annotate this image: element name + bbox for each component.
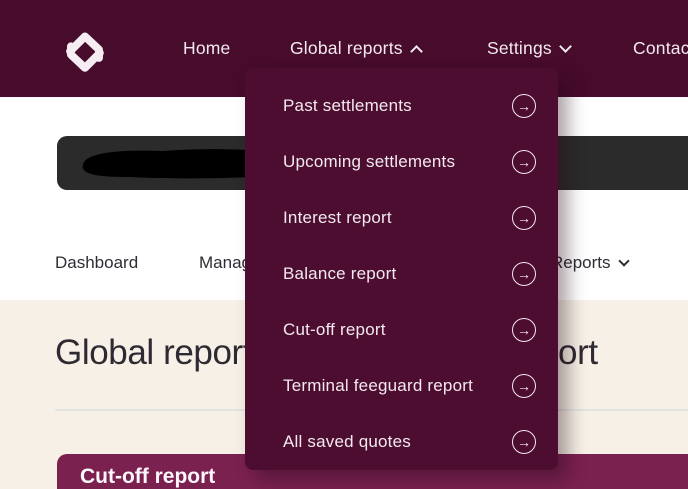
nav-item-label: Global reports (290, 38, 403, 58)
nav-item-settings[interactable]: Settings (487, 38, 572, 59)
menu-item-label: Cut-off report (283, 320, 386, 339)
cutoff-report-card: Cut-off report (57, 454, 688, 489)
chevron-down-icon (558, 40, 572, 53)
chevron-down-icon (617, 255, 630, 267)
subnav-tab-reports[interactable]: Reports (551, 253, 630, 273)
arrow-right-circle-icon[interactable]: → (512, 94, 536, 118)
arrow-right-circle-icon[interactable]: → (512, 430, 536, 454)
menu-item-label: Balance report (283, 264, 397, 283)
arrow-right-circle-icon[interactable]: → (512, 318, 536, 342)
page-title-fragment: ort (558, 333, 598, 372)
menu-item-interest-report[interactable]: Interest report → (245, 190, 558, 246)
nav-item-home[interactable]: Home (183, 38, 230, 59)
arrow-right-circle-icon[interactable]: → (512, 206, 536, 230)
chevron-up-icon (409, 44, 423, 58)
nav-item-global-reports[interactable]: Global reports (290, 38, 423, 59)
subnav-tab-label: Dashboard (55, 253, 139, 272)
menu-item-past-settlements[interactable]: Past settlements → (245, 78, 558, 134)
menu-item-upcoming-settlements[interactable]: Upcoming settlements → (245, 134, 558, 190)
menu-item-cutoff-report[interactable]: Cut-off report → (245, 302, 558, 358)
nav-item-contact[interactable]: Contact (633, 38, 688, 59)
global-reports-dropdown-menu: Past settlements → Upcoming settlements … (245, 68, 558, 470)
nav-item-label: Home (183, 38, 231, 58)
brand-logo-icon[interactable] (56, 20, 104, 76)
menu-item-label: Past settlements (283, 96, 412, 115)
menu-item-label: Terminal feeguard report (283, 376, 474, 395)
menu-item-label: All saved quotes (283, 432, 411, 451)
arrow-glyph: → (517, 154, 531, 170)
card-title: Cut-off report (80, 465, 216, 488)
menu-item-label: Interest report (283, 208, 392, 227)
arrow-glyph: → (517, 434, 531, 450)
arrow-glyph: → (517, 210, 531, 226)
menu-item-terminal-feeguard-report[interactable]: Terminal feeguard report → (245, 358, 558, 414)
nav-item-label: Contact (633, 38, 688, 58)
nav-item-label: Settings (487, 38, 552, 58)
subnav-tab-dashboard[interactable]: Dashboard (55, 253, 138, 273)
arrow-glyph: → (517, 266, 531, 282)
arrow-glyph: → (517, 98, 531, 114)
menu-item-all-saved-quotes[interactable]: All saved quotes → (245, 414, 558, 470)
subnav-tab-label: Reports (551, 253, 611, 272)
top-navigation-bar: Home Global reports Settings Contact (0, 0, 688, 97)
menu-item-label: Upcoming settlements (283, 152, 456, 171)
arrow-glyph: → (517, 322, 531, 338)
arrow-glyph: → (517, 378, 531, 394)
menu-item-balance-report[interactable]: Balance report → (245, 246, 558, 302)
arrow-right-circle-icon[interactable]: → (512, 262, 536, 286)
arrow-right-circle-icon[interactable]: → (512, 150, 536, 174)
page-title: Global reports (55, 333, 270, 372)
arrow-right-circle-icon[interactable]: → (512, 374, 536, 398)
